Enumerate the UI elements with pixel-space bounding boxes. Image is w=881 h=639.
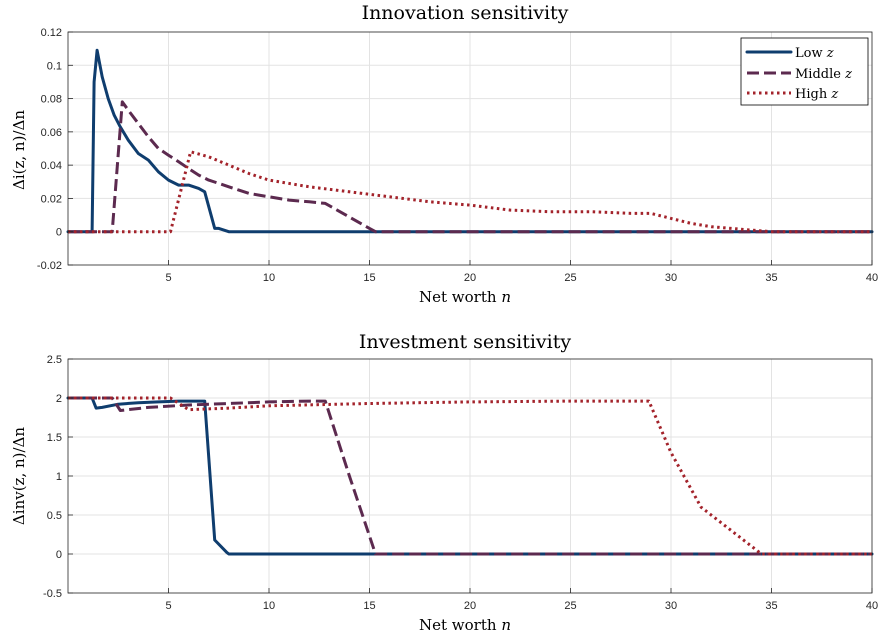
investment-x-tick-label: 5 [165,600,171,612]
innovation-series-middle-line [68,100,872,234]
innovation-x-tick-label: 15 [363,272,375,284]
legend-label-low: Low z [795,46,834,61]
innovation-x-tick-label: 25 [564,272,576,284]
innovation-y-tick-label: 0.1 [47,60,62,72]
investment-series-low-line [66,396,874,556]
investment-x-tick-label: 15 [363,600,375,612]
investment-x-tick-label: 30 [665,600,677,612]
investment-y-tick-label: 2 [56,393,62,405]
investment-y-tick-label: -0.5 [43,588,62,600]
top-x-axis-label: Net worth n [419,288,511,306]
legend-label-middle: Middle z [795,67,852,82]
investment-y-tick-label: 1.5 [47,432,62,444]
innovation-x-tick-label: 30 [665,272,677,284]
bottom-x-axis-label: Net worth n [419,616,511,634]
legend-box [740,37,869,106]
investment-y-tick-label: 0.5 [47,510,62,522]
top-chart-title: Innovation sensitivity [362,2,569,24]
legend: Low z Middle z High z [740,37,869,106]
innovation-y-tick-label: 0.12 [41,27,62,39]
innovation-x-tick-label: 35 [765,272,777,284]
innovation-plot-area: 5 10 15 20 25 30 35 40 -0.02 0 0.02 0.04 0.06 0.08 0.1… [37,27,878,284]
top-y-axis-label: Δi(z, n)/Δn [10,110,28,190]
innovation-x-tick-label: 10 [263,272,275,284]
innovation-y-tick-label: -0.02 [37,260,62,272]
investment-x-tick-label: 20 [464,600,476,612]
innovation-y-tick-label: 0.06 [41,127,62,139]
innovation-y-tick-label: 0.04 [41,160,62,172]
investment-x-tick-label: 40 [866,600,878,612]
investment-x-tick-label: 35 [765,600,777,612]
innovation-series-low-line [66,48,874,234]
investment-series-middle-line [68,396,872,556]
investment-plot-area: 5 10 15 20 25 30 35 40 -0.5 0 0.5 1 1.5 2 2.5 [43,354,878,612]
investment-y-tick-label: 2.5 [47,354,62,366]
investment-y-tick-label: 0 [56,549,62,561]
innovation-y-tick-label: 0 [56,227,62,239]
bottom-chart-title: Investment sensitivity [359,331,571,353]
legend-label-high: High z [795,87,838,102]
innovation-y-tick-label: 0.02 [41,193,62,205]
innovation-x-tick-label: 40 [866,272,878,284]
investment-x-tick-label: 25 [564,600,576,612]
innovation-x-tick-label: 20 [464,272,476,284]
investment-x-tick-label: 10 [263,600,275,612]
investment-y-tick-label: 1 [56,471,62,483]
innovation-x-tick-label: 5 [165,272,171,284]
innovation-y-tick-label: 0.08 [41,94,62,106]
bottom-y-axis-label: Δinv(z, n)/Δn [10,427,28,525]
